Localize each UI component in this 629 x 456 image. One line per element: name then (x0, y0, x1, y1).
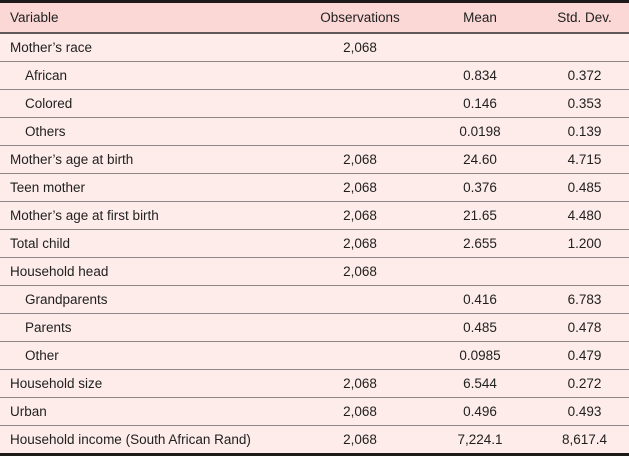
table-row: Household head 2,068 (0, 257, 629, 286)
variable-cell: Mother’s race (0, 33, 300, 62)
table-row: Parents 0.485 0.478 (0, 313, 629, 342)
mean-cell: 6.544 (420, 369, 540, 398)
mean-cell (420, 33, 540, 62)
column-header-mean: Mean (420, 1, 540, 34)
std-dev-cell: 6.783 (540, 285, 629, 314)
table-row: Mother’s race 2,068 (0, 33, 629, 62)
column-header-std-dev: Std. Dev. (540, 1, 629, 34)
table-row: Mother’s age at first birth 2,068 21.65 4.4… (0, 201, 629, 230)
column-header-observations: Observations (300, 1, 420, 34)
table-row: Household income (South African Rand) 2,0… (0, 425, 629, 455)
variable-cell: Parents (0, 313, 300, 342)
observations-cell (300, 341, 420, 370)
observations-cell (300, 61, 420, 90)
std-dev-cell: 0.479 (540, 341, 629, 370)
mean-cell: 0.416 (420, 285, 540, 314)
variable-cell: Grandparents (0, 285, 300, 314)
observations-cell (300, 285, 420, 314)
std-dev-cell: 1.200 (540, 229, 629, 258)
observations-cell (300, 313, 420, 342)
table-row: Mother’s age at birth 2,068 24.60 4.715 (0, 145, 629, 174)
observations-cell: 2,068 (300, 229, 420, 258)
mean-cell: 0.496 (420, 397, 540, 426)
variable-cell: Urban (0, 397, 300, 426)
std-dev-cell: 0.372 (540, 61, 629, 90)
std-dev-cell: 0.478 (540, 313, 629, 342)
mean-cell: 0.485 (420, 313, 540, 342)
observations-cell: 2,068 (300, 201, 420, 230)
observations-cell (300, 117, 420, 146)
variable-cell: Colored (0, 89, 300, 118)
variable-cell: Teen mother (0, 173, 300, 202)
observations-cell: 2,068 (300, 173, 420, 202)
observations-cell (300, 89, 420, 118)
observations-cell: 2,068 (300, 257, 420, 286)
table-row: Household size 2,068 6.544 0.272 (0, 369, 629, 398)
variable-cell: Mother’s age at first birth (0, 201, 300, 230)
table-row: Teen mother 2,068 0.376 0.485 (0, 173, 629, 202)
mean-cell: 2.655 (420, 229, 540, 258)
variable-cell: African (0, 61, 300, 90)
observations-cell: 2,068 (300, 425, 420, 455)
std-dev-cell: 0.485 (540, 173, 629, 202)
std-dev-cell (540, 257, 629, 286)
std-dev-cell: 4.480 (540, 201, 629, 230)
mean-cell (420, 257, 540, 286)
mean-cell: 0.146 (420, 89, 540, 118)
mean-cell: 21.65 (420, 201, 540, 230)
table-row: Colored 0.146 0.353 (0, 89, 629, 118)
variable-cell: Others (0, 117, 300, 146)
std-dev-cell: 8,617.4 (540, 425, 629, 455)
observations-cell: 2,068 (300, 145, 420, 174)
variable-cell: Mother’s age at birth (0, 145, 300, 174)
std-dev-cell: 0.272 (540, 369, 629, 398)
variable-cell: Household size (0, 369, 300, 398)
mean-cell: 0.0985 (420, 341, 540, 370)
std-dev-cell (540, 33, 629, 62)
std-dev-cell: 0.139 (540, 117, 629, 146)
table-body: Mother’s race 2,068 African 0.834 0.372 Color… (0, 33, 629, 455)
std-dev-cell: 0.353 (540, 89, 629, 118)
observations-cell: 2,068 (300, 397, 420, 426)
column-header-variable: Variable (0, 1, 300, 34)
observations-cell: 2,068 (300, 369, 420, 398)
header-row: Variable Observations Mean Std. Dev. (0, 1, 629, 34)
mean-cell: 0.834 (420, 61, 540, 90)
std-dev-cell: 0.493 (540, 397, 629, 426)
table-row: African 0.834 0.372 (0, 61, 629, 90)
table-row: Total child 2,068 2.655 1.200 (0, 229, 629, 258)
variable-cell: Other (0, 341, 300, 370)
observations-cell: 2,068 (300, 33, 420, 62)
table-row: Urban 2,068 0.496 0.493 (0, 397, 629, 426)
table-row: Others 0.0198 0.139 (0, 117, 629, 146)
variable-cell: Household head (0, 257, 300, 286)
mean-cell: 0.376 (420, 173, 540, 202)
std-dev-cell: 4.715 (540, 145, 629, 174)
mean-cell: 24.60 (420, 145, 540, 174)
variable-cell: Total child (0, 229, 300, 258)
mean-cell: 7,224.1 (420, 425, 540, 455)
table-row: Grandparents 0.416 6.783 (0, 285, 629, 314)
mean-cell: 0.0198 (420, 117, 540, 146)
table-row: Other 0.0985 0.479 (0, 341, 629, 370)
variable-cell: Household income (South African Rand) (0, 425, 300, 455)
